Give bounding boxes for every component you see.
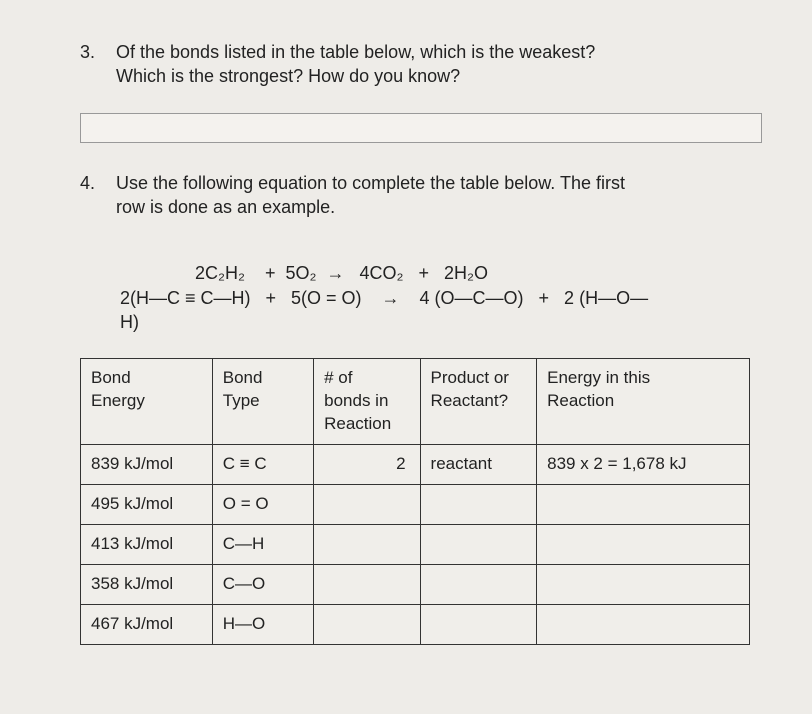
equation-line3: H) — [120, 312, 139, 332]
header-num-bonds: # of bonds in Reaction — [314, 359, 420, 445]
equation-block: 2C₂H₂ + 5O₂ → 4CO₂ + 2H₂O 2(H—C ≡ C—H) +… — [120, 237, 762, 334]
table-row: 495 kJ/mol O = O — [81, 485, 750, 525]
cell-calc[interactable] — [537, 525, 750, 565]
cell-energy: 495 kJ/mol — [81, 485, 213, 525]
question-4-row: 4. Use the following equation to complet… — [80, 171, 762, 220]
cell-type: O = O — [212, 485, 313, 525]
header-c2b: Type — [223, 391, 260, 410]
bond-energy-table: Bond Energy Bond Type # of bonds in Reac… — [80, 358, 750, 645]
header-c1b: Energy — [91, 391, 145, 410]
question-3-line1: Of the bonds listed in the table below, … — [116, 40, 762, 64]
question-3-text: Of the bonds listed in the table below, … — [116, 40, 762, 89]
cell-count[interactable] — [314, 525, 420, 565]
cell-role[interactable] — [420, 565, 537, 605]
cell-role: reactant — [420, 445, 537, 485]
header-c3b: bonds in — [324, 391, 388, 410]
cell-count[interactable] — [314, 485, 420, 525]
question-4: 4. Use the following equation to complet… — [80, 171, 762, 220]
header-c3c: Reaction — [324, 414, 391, 433]
question-4-line2: row is done as an example. — [116, 195, 762, 219]
answer-input-box[interactable] — [80, 113, 762, 143]
question-3-row: 3. Of the bonds listed in the table belo… — [80, 40, 762, 89]
cell-role[interactable] — [420, 525, 537, 565]
header-c2a: Bond — [223, 368, 263, 387]
question-3: 3. Of the bonds listed in the table belo… — [80, 40, 762, 89]
cell-calc[interactable] — [537, 604, 750, 644]
cell-type: C ≡ C — [212, 445, 313, 485]
cell-type: C—O — [212, 565, 313, 605]
cell-count[interactable] — [314, 565, 420, 605]
cell-energy: 358 kJ/mol — [81, 565, 213, 605]
cell-calc[interactable] — [537, 565, 750, 605]
header-bond-type: Bond Type — [212, 359, 313, 445]
header-c3a: # of — [324, 368, 352, 387]
table-row: 358 kJ/mol C—O — [81, 565, 750, 605]
header-c5a: Energy in this — [547, 368, 650, 387]
cell-role[interactable] — [420, 485, 537, 525]
cell-count[interactable] — [314, 604, 420, 644]
question-4-text: Use the following equation to complete t… — [116, 171, 762, 220]
header-c5b: Reaction — [547, 391, 614, 410]
header-bond-energy: Bond Energy — [81, 359, 213, 445]
cell-energy: 839 kJ/mol — [81, 445, 213, 485]
equation-line2: 2(H—C ≡ C—H) + 5(O = O) → 4 (O—C—O) + 2 … — [120, 288, 648, 308]
header-product-reactant: Product or Reactant? — [420, 359, 537, 445]
question-3-line2: Which is the strongest? How do you know? — [116, 64, 762, 88]
cell-calc: 839 x 2 = 1,678 kJ — [537, 445, 750, 485]
cell-type: C—H — [212, 525, 313, 565]
table-header-row: Bond Energy Bond Type # of bonds in Reac… — [81, 359, 750, 445]
table-row: 467 kJ/mol H—O — [81, 604, 750, 644]
cell-energy: 467 kJ/mol — [81, 604, 213, 644]
equation-line1: 2C₂H₂ + 5O₂ → 4CO₂ + 2H₂O — [120, 263, 488, 283]
question-4-number: 4. — [80, 171, 104, 220]
cell-calc[interactable] — [537, 485, 750, 525]
header-energy-reaction: Energy in this Reaction — [537, 359, 750, 445]
header-c4b: Reactant? — [431, 391, 509, 410]
cell-count: 2 — [314, 445, 420, 485]
question-3-number: 3. — [80, 40, 104, 89]
header-c1a: Bond — [91, 368, 131, 387]
cell-role[interactable] — [420, 604, 537, 644]
table-row: 839 kJ/mol C ≡ C 2 reactant 839 x 2 = 1,… — [81, 445, 750, 485]
table-row: 413 kJ/mol C—H — [81, 525, 750, 565]
cell-type: H—O — [212, 604, 313, 644]
question-4-line1: Use the following equation to complete t… — [116, 171, 762, 195]
cell-energy: 413 kJ/mol — [81, 525, 213, 565]
header-c4a: Product or — [431, 368, 509, 387]
